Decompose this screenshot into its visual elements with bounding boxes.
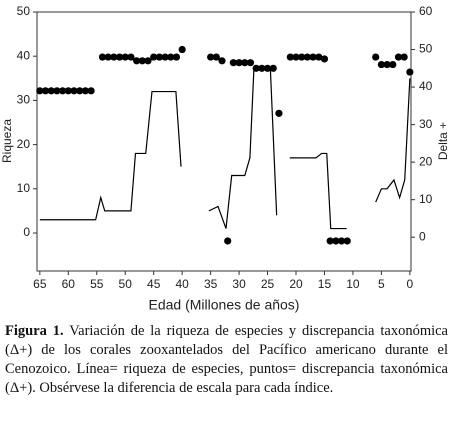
point (76, 87, 84, 95)
point (343, 237, 351, 245)
point (127, 53, 135, 61)
point (144, 57, 152, 65)
point (303, 53, 311, 61)
point (229, 59, 237, 67)
point (53, 87, 61, 95)
point (235, 59, 243, 67)
point (59, 87, 67, 95)
point (389, 60, 397, 69)
y-tick-label: 20 (17, 137, 31, 151)
point (258, 64, 266, 72)
y2-tick-label: 0 (419, 229, 426, 243)
point (400, 53, 408, 61)
point (104, 53, 112, 61)
point (326, 237, 334, 245)
point (150, 53, 158, 61)
point (167, 53, 175, 61)
point (292, 53, 300, 61)
point (337, 237, 346, 245)
x-tick-label: 25 (261, 277, 275, 291)
point (286, 53, 294, 61)
point (178, 45, 186, 54)
x-tick-label: 0 (407, 277, 414, 291)
point (172, 53, 181, 61)
point (41, 87, 50, 95)
y2-tick-label: 20 (419, 154, 433, 168)
point (298, 53, 306, 61)
point (406, 68, 414, 76)
point (246, 59, 255, 67)
chart: Edad (Millones de años) Riqueza Delta + … (0, 4, 450, 313)
y2-tick-label: 30 (419, 117, 433, 131)
point (309, 53, 317, 61)
point (161, 53, 169, 61)
point (87, 87, 95, 95)
y-tick-label: 50 (17, 4, 31, 18)
point (98, 53, 107, 61)
y-tick-label: 40 (17, 48, 31, 62)
point (81, 87, 89, 95)
point (64, 87, 72, 95)
x-tick-label: 40 (175, 277, 189, 291)
y-tick-label: 0 (23, 225, 30, 239)
line-series (39, 68, 411, 230)
y2-tick-label: 10 (419, 192, 433, 206)
point (315, 53, 323, 61)
caption-label: Figura 1. (5, 323, 64, 339)
x-tick-label: 45 (147, 277, 161, 291)
point (70, 87, 78, 95)
point (207, 53, 215, 61)
point (133, 57, 141, 65)
y2-tick-label: 40 (419, 79, 433, 93)
x-tick-label: 60 (62, 277, 76, 291)
y2-tick-label: 60 (419, 4, 433, 18)
point (269, 64, 277, 72)
point (218, 57, 226, 65)
point (36, 87, 44, 95)
x-tick-label: 30 (232, 277, 246, 291)
point (47, 87, 55, 95)
point (377, 60, 385, 69)
point (252, 64, 260, 72)
point (320, 55, 329, 63)
y2-tick-label: 50 (419, 42, 433, 56)
x-tick-label: 50 (119, 277, 133, 291)
point (275, 109, 283, 117)
point (212, 53, 220, 61)
point (372, 53, 380, 61)
y-tick-label: 30 (17, 93, 31, 107)
point (394, 53, 403, 61)
x-tick-label: 65 (33, 277, 47, 291)
point (110, 53, 118, 61)
plot-frame (36, 11, 412, 272)
x-tick-label: 10 (346, 277, 360, 291)
y2-axis-label: Delta + (436, 122, 450, 160)
point (115, 53, 124, 61)
point (155, 53, 163, 61)
x-tick-label: 5 (378, 277, 385, 291)
point (263, 64, 272, 72)
point (121, 53, 129, 61)
x-tick-label: 20 (289, 277, 303, 291)
point (224, 237, 232, 245)
x-axis-label: Edad (Millones de años) (149, 297, 300, 313)
caption: Figura 1. Variación de la riqueza de esp… (5, 322, 448, 398)
caption-text: Variación de la riqueza de especies y di… (5, 323, 448, 396)
point (241, 59, 249, 67)
x-tick-label: 55 (90, 277, 104, 291)
point (383, 60, 391, 69)
y-axis-label: Riqueza (0, 119, 14, 163)
point (332, 237, 340, 245)
y-tick-label: 10 (17, 181, 31, 195)
x-tick-label: 35 (204, 277, 218, 291)
point (138, 57, 146, 65)
x-tick-label: 15 (318, 277, 332, 291)
